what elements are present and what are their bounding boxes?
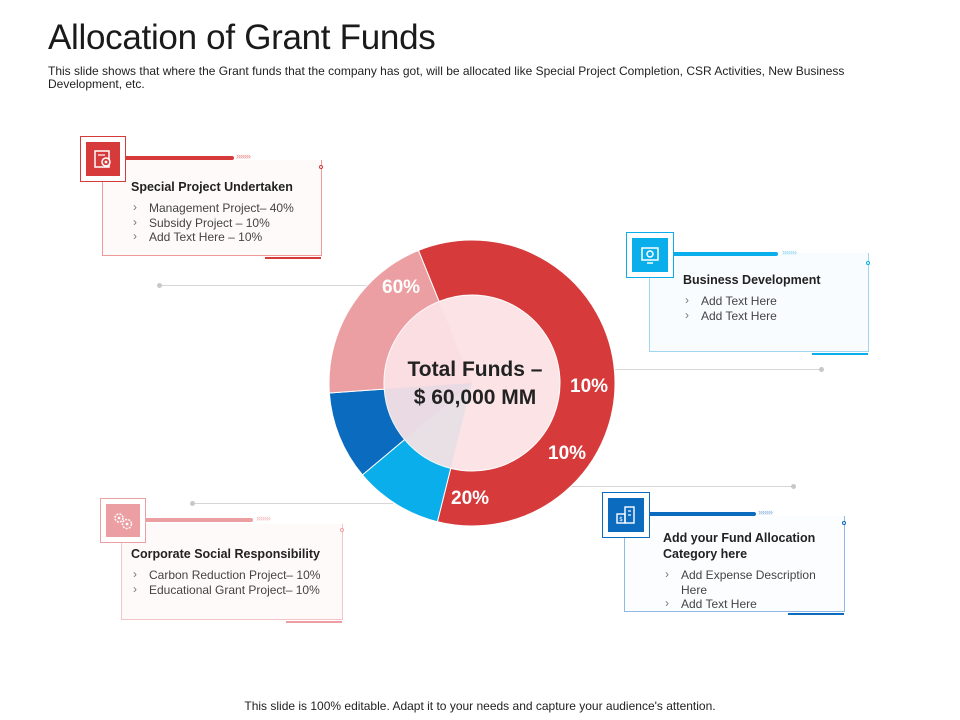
- card-icon-box-special: [80, 136, 126, 182]
- connector-line-special: [160, 285, 370, 286]
- card-heading: Corporate Social Responsibility: [131, 547, 320, 561]
- list-item: Educational Grant Project– 10%: [131, 582, 341, 598]
- card-heading-line2: Category here: [663, 547, 748, 561]
- card-dot-business: [866, 261, 870, 265]
- card-business-development: Business Development Add Text Here Add T…: [649, 253, 869, 352]
- donut-slice-2: [361, 438, 452, 523]
- card-heading-line1: Add your Fund Allocation: [663, 531, 816, 545]
- gear-screen-icon: [641, 247, 659, 264]
- list-item: Add Text Here – 10%: [131, 229, 316, 245]
- chevron-arrows-business: ›››››››: [782, 247, 797, 257]
- card-underline-special: [265, 257, 321, 259]
- card-underline-fund: [788, 613, 844, 615]
- card-bar-business: [664, 252, 778, 256]
- card-underline-csr: [286, 621, 342, 623]
- card-list: Management Project– 40% Subsidy Project …: [131, 200, 316, 245]
- page-subtitle: This slide shows that where the Grant fu…: [48, 64, 845, 91]
- card-list: Carbon Reduction Project– 10% Educationa…: [131, 567, 341, 598]
- list-item: Management Project– 40%: [131, 200, 316, 216]
- gears-icon: [114, 512, 133, 529]
- chevron-arrows-fund: ›››››››: [758, 507, 773, 517]
- connector-dot-special: [157, 283, 162, 288]
- svg-text:$: $: [619, 516, 623, 523]
- list-item: Add Text Here: [683, 308, 863, 324]
- list-item: Subsidy Project – 10%: [131, 215, 316, 231]
- chevron-arrows-special: ›››››››: [236, 151, 251, 161]
- card-bar-special: [118, 156, 234, 160]
- total-funds-line1: Total Funds –: [407, 358, 543, 381]
- card-fund-allocation: Add your Fund Allocation Category here A…: [624, 516, 845, 612]
- card-icon-box-business: [626, 232, 674, 278]
- gear-document-icon: [94, 150, 111, 168]
- card-underline-business: [812, 353, 868, 355]
- money-building-icon: $: [616, 506, 635, 524]
- card-heading: Special Project Undertaken: [131, 180, 293, 194]
- total-funds-line2: $ 60,000 MM: [413, 386, 537, 409]
- card-icon-box-csr: [100, 498, 146, 543]
- list-item: Add Text Here: [683, 293, 863, 309]
- slice-label-csr: 20%: [451, 488, 490, 509]
- card-special-project: Special Project Undertaken Management Pr…: [102, 160, 322, 256]
- card-icon-box-fund: $: [602, 492, 650, 538]
- total-funds-label: Total Funds – $ 60,000 MM: [385, 356, 565, 412]
- card-bar-csr: [137, 518, 253, 522]
- list-item: Add Text Here: [663, 596, 845, 612]
- connector-line-csr: [193, 503, 393, 504]
- list-item: Carbon Reduction Project– 10%: [131, 567, 341, 583]
- list-item: Add Expense Description Here: [663, 567, 845, 597]
- chevron-arrows-csr: ›››››››: [256, 513, 271, 523]
- footer-note: This slide is 100% editable. Adapt it to…: [244, 699, 716, 713]
- card-list: Add Text Here Add Text Here: [683, 293, 863, 324]
- slice-label-fund: 10%: [548, 443, 587, 464]
- connector-line-business: [580, 369, 822, 370]
- connector-line-fund: [560, 486, 794, 487]
- card-list: Add Expense Description Here Add Text He…: [663, 567, 845, 612]
- page-title: Allocation of Grant Funds: [48, 18, 436, 57]
- slice-label-business: 10%: [570, 376, 609, 397]
- connector-dot-csr: [190, 501, 195, 506]
- card-dot-fund: [842, 521, 846, 525]
- card-bar-fund: [638, 512, 756, 516]
- card-dot-special: [319, 165, 323, 169]
- card-csr: Corporate Social Responsibility Carbon R…: [121, 524, 343, 620]
- slice-label-special: 60%: [382, 277, 421, 298]
- connector-dot-business: [819, 367, 824, 372]
- card-heading: Business Development: [683, 273, 821, 287]
- card-dot-csr: [340, 528, 344, 532]
- connector-dot-fund: [791, 484, 796, 489]
